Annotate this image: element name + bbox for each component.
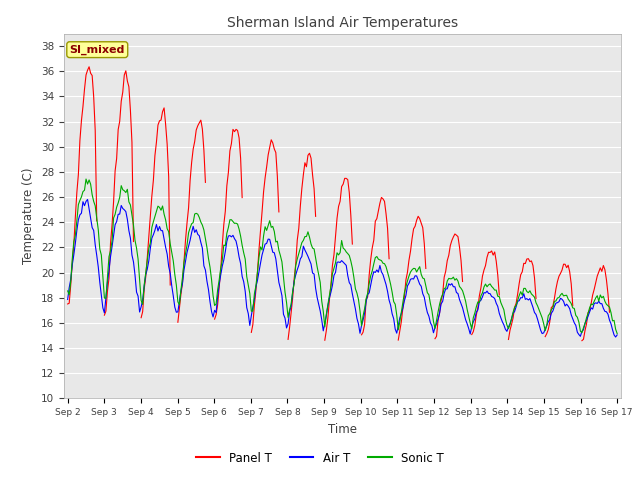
Y-axis label: Temperature (C): Temperature (C) bbox=[22, 168, 35, 264]
Title: Sherman Island Air Temperatures: Sherman Island Air Temperatures bbox=[227, 16, 458, 30]
X-axis label: Time: Time bbox=[328, 423, 357, 436]
Text: SI_mixed: SI_mixed bbox=[70, 45, 125, 55]
Legend: Panel T, Air T, Sonic T: Panel T, Air T, Sonic T bbox=[191, 447, 449, 469]
